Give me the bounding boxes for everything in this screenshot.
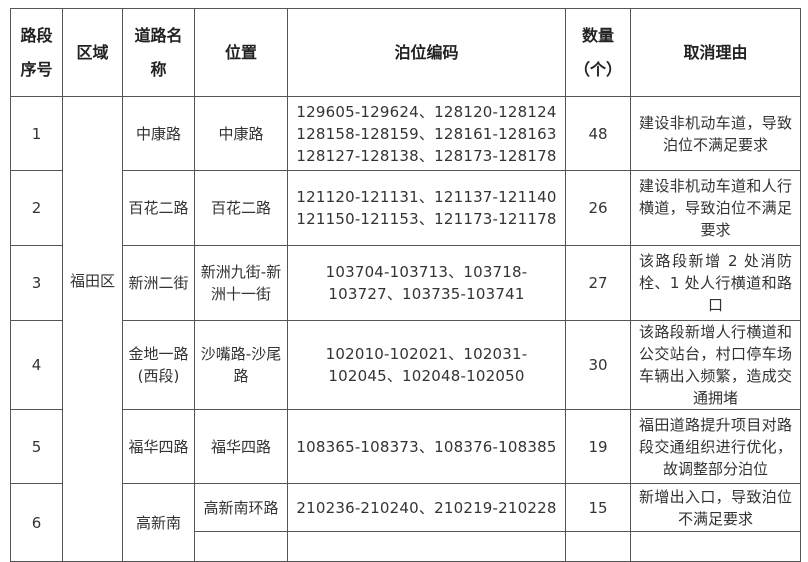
codes-cell: 129605-129624、128120-128124 128158-128159… <box>287 96 566 171</box>
road-cell: 百花二路 <box>122 170 195 246</box>
location-cell: 沙嘴路-沙尾路 <box>194 320 288 410</box>
seq-cell: 2 <box>10 170 63 246</box>
count-cell: 19 <box>565 409 631 484</box>
berth-code-line: 128158-128159、128161-128163 <box>296 124 557 143</box>
codes-cell: 121120-121131、121137-121140 121150-121153… <box>287 170 566 246</box>
header-reason: 取消理由 <box>630 8 801 97</box>
count-cell: 26 <box>565 170 631 246</box>
codes-cell: 210236-210240、210219-210228 <box>287 483 566 532</box>
berth-code-line: 108365-108373、108376-108385 <box>296 437 557 456</box>
road-cell: 金地一路(西段) <box>122 320 195 410</box>
location-cell: 百花二路 <box>194 170 288 246</box>
reason-cell: 该路段新增人行横道和公交站台，村口停车场车辆出入频繁，造成交通拥堵 <box>630 320 801 410</box>
location-cell: 高新南环路 <box>194 483 288 532</box>
empty-cell <box>630 531 801 562</box>
header-codes: 泊位编码 <box>287 8 566 97</box>
empty-cell <box>565 531 631 562</box>
location-cell: 中康路 <box>194 96 288 171</box>
count-cell: 30 <box>565 320 631 410</box>
header-road: 道路名称 <box>122 8 195 97</box>
road-cell: 高新南 <box>122 483 195 562</box>
seq-cell: 4 <box>10 320 63 410</box>
reason-cell: 建设非机动车道和人行横道，导致泊位不满足要求 <box>630 170 801 246</box>
seq-cell: 5 <box>10 409 63 484</box>
berth-code-line: 103727、103735-103741 <box>328 285 525 303</box>
header-location: 位置 <box>194 8 288 97</box>
table-row: 2 百花二路 百花二路 121120-121131、121137-121140 1211… <box>10 170 801 246</box>
count-cell: 15 <box>565 483 631 532</box>
codes-cell: 103704-103713、103718- 103727、103735-10374… <box>287 245 566 321</box>
berth-code-line: 102010-102021、102031- <box>325 345 528 363</box>
road-cell: 新洲二街 <box>122 245 195 321</box>
seq-cell: 1 <box>10 96 63 171</box>
seq-cell: 3 <box>10 245 63 321</box>
road-cell: 中康路 <box>122 96 195 171</box>
header-count: 数量（个） <box>565 8 631 97</box>
empty-cell <box>194 531 288 562</box>
count-cell: 48 <box>565 96 631 171</box>
berth-code-line: 103704-103713、103718- <box>325 263 528 281</box>
area-cell: 福田区 <box>62 96 123 562</box>
empty-cell <box>287 531 566 562</box>
reason-cell: 福田道路提升项目对路段交通组织进行优化，故调整部分泊位 <box>630 409 801 484</box>
berth-code-line: 210236-210240、210219-210228 <box>296 498 557 517</box>
header-row: 路段序号 区域 道路名称 位置 泊位编码 数量（个） 取消理由 <box>10 8 801 97</box>
table-row: 6 高新南 高新南环路 210236-210240、210219-210228 15 新增… <box>10 483 801 562</box>
seq-cell: 6 <box>10 483 63 562</box>
berth-code-line: 129605-129624、128120-128124 <box>296 102 557 121</box>
table-row: 5 福华四路 福华四路 108365-108373、108376-108385 19 福田… <box>10 409 801 484</box>
location-cell: 福华四路 <box>194 409 288 484</box>
table-row: 3 新洲二街 新洲九街-新洲十一街 103704-103713、103718- 1037… <box>10 245 801 321</box>
berth-code-line: 121150-121153、121173-121178 <box>296 210 557 228</box>
berth-code-line: 102045、102048-102050 <box>328 367 525 385</box>
count-cell: 27 <box>565 245 631 321</box>
codes-cell: 108365-108373、108376-108385 <box>287 409 566 484</box>
header-seq: 路段序号 <box>10 8 63 97</box>
road-cell: 福华四路 <box>122 409 195 484</box>
berth-code-line: 121120-121131、121137-121140 <box>296 188 557 206</box>
reason-cell: 新增出入口，导致泊位不满足要求 <box>630 483 801 532</box>
reason-cell: 该路段新增 2 处消防栓、1 处人行横道和路口 <box>630 245 801 321</box>
berth-code-line: 128127-128138、128173-128178 <box>296 146 557 165</box>
table-row: 4 金地一路(西段) 沙嘴路-沙尾路 102010-102021、102031- 102… <box>10 320 801 410</box>
reason-cell: 建设非机动车道，导致泊位不满足要求 <box>630 96 801 171</box>
codes-cell: 102010-102021、102031- 102045、102048-10205… <box>287 320 566 410</box>
location-cell: 新洲九街-新洲十一街 <box>194 245 288 321</box>
parking-cancel-table: 路段序号 区域 道路名称 位置 泊位编码 数量（个） 取消理由 1 福田区 中康路中… <box>10 8 801 562</box>
header-area: 区域 <box>62 8 123 97</box>
table-row: 1 福田区 中康路 中康路 129605-129624、128120-128124 128… <box>10 96 801 562</box>
